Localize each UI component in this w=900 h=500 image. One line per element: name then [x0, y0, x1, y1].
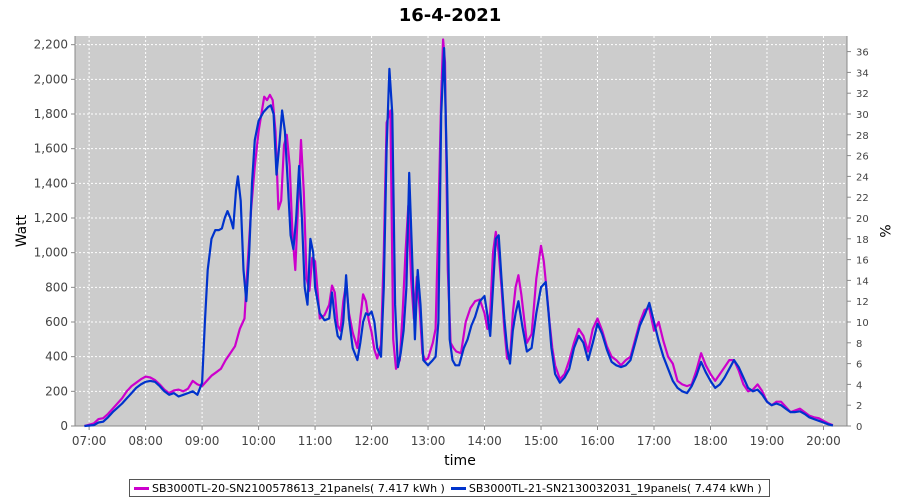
y2-tick-label: 22 [856, 193, 869, 204]
chart-title: 16-4-2021 [399, 5, 502, 26]
x-tick-label: 16:00 [580, 434, 615, 448]
y2-tick-label: 6 [856, 360, 862, 371]
x-tick-label: 10:00 [241, 434, 276, 448]
y2-tick-label: 2 [856, 401, 862, 412]
y2-tick-label: 30 [856, 110, 869, 121]
x-tick-label: 08:00 [128, 434, 163, 448]
x-axis-label: time [444, 453, 476, 469]
y-tick-label: 1,400 [34, 176, 68, 190]
legend-label-series-2: SB3000TL-21-SN2130032031_19panels( 7.474… [468, 481, 762, 495]
y-tick-label: 800 [45, 280, 68, 294]
legend-swatch-series-1 [134, 486, 149, 490]
x-tick-label: 18:00 [693, 434, 728, 448]
y2-tick-label: 16 [856, 256, 869, 267]
x-tick-label: 14:00 [467, 434, 502, 448]
y-tick-label: 600 [45, 315, 68, 329]
y2-tick-label: 28 [856, 131, 869, 142]
x-tick-label: 17:00 [637, 434, 672, 448]
y-tick-label: 1,000 [34, 246, 68, 260]
y-axis-label: Watt [14, 214, 30, 247]
y2-tick-label: 20 [856, 214, 869, 225]
y-tick-label: 200 [45, 384, 68, 398]
y2-tick-label: 18 [856, 235, 869, 246]
series-line-1 [84, 38, 834, 428]
x-tick-label: 15:00 [524, 434, 559, 448]
y2-axis-label: % [876, 224, 892, 237]
x-tick-label: 20:00 [806, 434, 841, 448]
legend-item-series-1: SB3000TL-20-SN2100578613_21panels( 7.417… [134, 482, 445, 495]
y-tick-label: 1,600 [34, 142, 68, 156]
series-line-2 [84, 46, 834, 428]
y-tick-label: 2,200 [34, 38, 68, 52]
y2-tick-label: 8 [856, 339, 862, 350]
x-tick-label: 12:00 [354, 434, 389, 448]
y-tick-label: 2,000 [34, 72, 68, 86]
y2-tick-label: 14 [856, 276, 869, 287]
y2-tick-label: 26 [856, 152, 869, 163]
y2-tick-label: 32 [856, 89, 869, 100]
x-tick-label: 11:00 [298, 434, 333, 448]
y2-tick-label: 10 [856, 318, 869, 329]
x-tick-label: 09:00 [185, 434, 220, 448]
y2-tick-label: 24 [856, 172, 869, 183]
y2-tick-label: 36 [856, 48, 869, 59]
y-tick-label: 0 [60, 419, 68, 433]
y-tick-label: 1,200 [34, 211, 68, 225]
y2-tick-label: 4 [856, 380, 862, 391]
y-tick-label: 400 [45, 350, 68, 364]
y-tick-label: 1,800 [34, 107, 68, 121]
y2-tick-label: 34 [856, 68, 869, 79]
series-lines [84, 38, 834, 428]
y2-tick-label: 12 [856, 297, 869, 308]
y2-tick-label: 0 [856, 422, 862, 433]
x-tick-label: 19:00 [750, 434, 785, 448]
x-tick-label: 07:00 [72, 434, 107, 448]
legend-item-series-2: SB3000TL-21-SN2130032031_19panels( 7.474… [450, 481, 762, 495]
x-tick-label: 13:00 [411, 434, 446, 448]
legend: SB3000TL-20-SN2100578613_21panels( 7.417… [129, 479, 770, 497]
legend-label-series-1: SB3000TL-20-SN2100578613_21panels( 7.417… [152, 481, 445, 495]
legend-swatch-series-2 [450, 486, 466, 490]
axes: 02004006008001,0001,2001,4001,6001,8002,… [34, 36, 869, 448]
